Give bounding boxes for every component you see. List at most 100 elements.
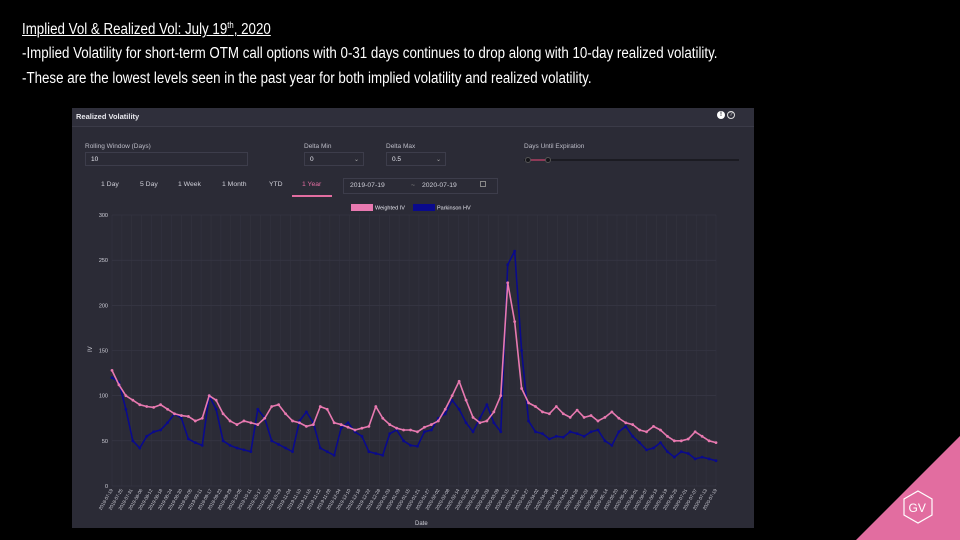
parkinson-hv-point	[360, 434, 364, 438]
days-slider-min-handle[interactable]	[525, 157, 531, 163]
parkinson-hv-point	[547, 437, 551, 441]
date-range-picker[interactable]	[343, 178, 498, 194]
parkinson-hv-line	[111, 250, 717, 462]
tab-ytd[interactable]: YTD	[269, 181, 283, 188]
parkinson-hv-point	[381, 453, 385, 457]
weighted-iv-point	[200, 416, 204, 420]
parkinson-hv-point	[159, 428, 162, 432]
weighted-iv-point	[381, 416, 385, 420]
logo-text: GV	[909, 501, 926, 515]
tab-1-month[interactable]: 1 Month	[222, 181, 247, 188]
weighted-iv-point	[589, 414, 593, 417]
weighted-iv-point	[700, 434, 704, 438]
parkinson-hv-point	[416, 444, 419, 448]
parkinson-hv-point	[610, 443, 614, 447]
y-tick-label: 200	[99, 303, 108, 309]
parkinson-hv-point	[541, 432, 544, 436]
parkinson-hv-point	[645, 448, 648, 452]
tab-5-day[interactable]: 5 Day	[140, 181, 158, 188]
date-end[interactable]: 2020-07-19	[422, 182, 457, 189]
info-icon[interactable]: !	[717, 111, 725, 119]
delta-max-select[interactable]: 0.5 ⌄	[386, 152, 446, 166]
parkinson-hv-point	[325, 450, 329, 454]
date-start[interactable]: 2019-07-19	[350, 182, 385, 189]
weighted-iv-point	[471, 415, 475, 419]
weighted-iv-point	[527, 401, 530, 405]
weighted-iv-point	[464, 398, 468, 402]
parkinson-hv-point	[180, 416, 183, 420]
active-tab-indicator	[292, 195, 332, 197]
weighted-iv-point	[652, 424, 655, 428]
parkinson-hv-point	[145, 434, 149, 438]
parkinson-hv-point	[638, 441, 642, 445]
parkinson-hv-point	[464, 421, 468, 425]
weighted-iv-point	[631, 423, 635, 426]
chart-series	[110, 249, 718, 463]
parkinson-hv-point	[443, 412, 447, 416]
parkinson-hv-point	[277, 443, 281, 446]
calendar-icon[interactable]	[480, 181, 486, 187]
parkinson-hv-point	[679, 450, 683, 454]
tab-1-week[interactable]: 1 Week	[178, 181, 201, 188]
parkinson-hv-point	[256, 407, 260, 411]
weighted-iv-point	[346, 425, 350, 429]
days-slider-track[interactable]	[524, 159, 739, 161]
weighted-iv-point	[575, 408, 579, 412]
panel-header: Realized Volatility ! ?	[72, 108, 754, 127]
parkinson-hv-point	[693, 457, 697, 461]
delta-min-select[interactable]: 0 ⌄	[304, 152, 364, 166]
parkinson-hv-point	[485, 403, 489, 407]
weighted-iv-point	[554, 405, 558, 408]
parkinson-hv-point	[527, 419, 530, 423]
parkinson-hv-point	[402, 439, 405, 443]
weighted-iv-point	[666, 434, 669, 438]
weighted-iv-point	[499, 394, 503, 398]
y-tick-label: 100	[99, 394, 108, 400]
weighted-iv-point	[686, 437, 690, 441]
weighted-iv-point	[707, 439, 711, 443]
parkinson-hv-point	[603, 439, 607, 443]
weighted-iv-point	[173, 412, 176, 416]
weighted-iv-point	[506, 281, 510, 285]
parkinson-hv-point	[186, 437, 190, 441]
parkinson-hv-point	[596, 428, 600, 432]
parkinson-hv-point	[110, 376, 114, 379]
weighted-iv-point	[291, 419, 294, 423]
weighted-iv-point	[221, 412, 225, 416]
weighted-iv-point	[284, 412, 287, 416]
parkinson-hv-point	[554, 434, 558, 438]
parkinson-hv-point	[332, 453, 336, 457]
rolling-window-input[interactable]: 10	[85, 152, 248, 166]
weighted-iv-point	[110, 368, 114, 372]
parkinson-hv-point	[534, 430, 537, 434]
parkinson-hv-point	[659, 441, 662, 445]
weighted-iv-point	[388, 423, 392, 426]
tab-1-year[interactable]: 1 Year	[302, 181, 322, 188]
parkinson-hv-point	[575, 432, 579, 436]
parkinson-hv-point	[200, 443, 204, 447]
weighted-iv-point	[318, 405, 322, 408]
chevron-down-icon: ⌄	[353, 157, 359, 163]
y-tick-label: 50	[102, 439, 108, 445]
y-tick-label: 300	[99, 213, 108, 219]
weighted-iv-point	[492, 410, 496, 414]
weighted-iv-point	[714, 441, 718, 445]
parkinson-hv-point	[304, 410, 308, 414]
weighted-iv-point	[242, 419, 246, 423]
weighted-iv-point	[520, 387, 524, 390]
parkinson-hv-point	[423, 430, 426, 434]
parkinson-hv-point	[228, 443, 232, 447]
x-axis-tick-labels: 2019-07-192019-07-252019-07-312019-08-06…	[98, 488, 718, 511]
days-slider-max-handle[interactable]	[545, 157, 551, 163]
tab-1-day[interactable]: 1 Day	[101, 181, 119, 188]
weighted-iv-point	[693, 430, 697, 434]
parkinson-hv-point	[478, 416, 482, 420]
parkinson-hv-point	[318, 446, 322, 450]
parkinson-hv-point	[714, 459, 718, 463]
weighted-iv-point	[436, 419, 440, 423]
weighted-iv-point	[325, 407, 329, 411]
weighted-iv-point	[131, 398, 135, 402]
delta-max-label: Delta Max	[386, 143, 416, 150]
weighted-iv-point	[263, 416, 267, 420]
help-icon[interactable]: ?	[727, 111, 735, 119]
